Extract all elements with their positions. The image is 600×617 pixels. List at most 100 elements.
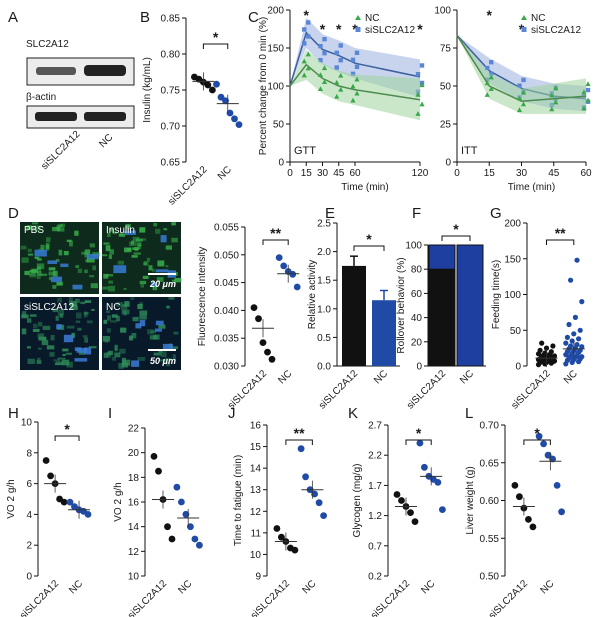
y-tick-label: 2.0 xyxy=(317,247,331,258)
micro-fiber xyxy=(158,324,166,329)
data-point xyxy=(350,83,356,89)
micro-fiber xyxy=(107,232,111,238)
micro-fiber xyxy=(173,331,179,335)
micro-fiber xyxy=(52,227,60,232)
panel-letter-f: F xyxy=(412,205,421,222)
x-tick-label: 15 xyxy=(484,168,496,179)
micro-fiber xyxy=(112,231,118,235)
micro-nucleus xyxy=(113,265,127,274)
micro-fiber xyxy=(20,245,27,250)
data-point xyxy=(553,482,561,489)
chart-tag: GTT xyxy=(294,145,316,157)
micro-fiber xyxy=(65,352,72,355)
micro-fiber xyxy=(30,314,37,317)
data-point xyxy=(321,65,328,71)
micro-fiber xyxy=(155,228,161,234)
legend-marker-nc xyxy=(355,15,361,20)
micro-fiber xyxy=(108,285,116,292)
y-tick-label: 0.85 xyxy=(161,14,181,25)
micro-fiber xyxy=(103,319,108,324)
micro-fiber xyxy=(26,226,30,230)
y-tick-label: 0.0 xyxy=(317,362,331,373)
data-point xyxy=(47,472,54,480)
micro-fiber xyxy=(27,358,35,364)
micro-fiber xyxy=(86,258,95,263)
y-tick-label: 18 xyxy=(128,473,140,484)
micro-label-pbs: PBS xyxy=(24,225,44,236)
ci-band xyxy=(457,35,586,114)
data-point xyxy=(529,523,537,531)
mean-curve xyxy=(289,63,421,101)
micro-fiber xyxy=(132,236,140,242)
significance-star: * xyxy=(453,221,459,237)
micro-fiber xyxy=(121,309,130,315)
y-tick-label: 10 xyxy=(21,418,33,429)
micro-fiber xyxy=(119,348,126,354)
micro-fiber xyxy=(108,254,112,259)
data-point xyxy=(415,91,421,97)
x-tick-label: 60 xyxy=(349,168,361,179)
x-category-label: NC xyxy=(419,578,437,596)
micro-label-si: siSLC2A12 xyxy=(24,302,74,313)
micro-fiber xyxy=(26,225,32,230)
y-tick-label: 0.035 xyxy=(214,334,239,345)
y-tick-label: 16 xyxy=(128,498,140,509)
y-tick-label: 1.0 xyxy=(317,304,331,315)
significance-star: * xyxy=(487,7,493,23)
panel-letter-g: G xyxy=(490,205,502,222)
data-point xyxy=(315,499,323,507)
bar xyxy=(342,265,366,366)
x-category-label: NC xyxy=(562,368,580,386)
legend-label-nc: NC xyxy=(531,13,545,24)
data-point xyxy=(516,493,523,501)
data-point xyxy=(537,347,543,353)
y-axis-title: Fluorescence intensity xyxy=(197,247,208,347)
micro-label-nc: NC xyxy=(106,302,120,313)
data-point xyxy=(264,348,271,356)
y-tick-label: 0.80 xyxy=(161,50,181,61)
micro-fiber xyxy=(29,269,36,276)
micro-fiber xyxy=(85,259,89,263)
y-tick-label: 100 xyxy=(434,6,451,17)
y-tick-label: 0.70 xyxy=(480,421,500,432)
significance-bracket xyxy=(546,239,575,245)
significance-bracket xyxy=(202,43,229,49)
micro-nucleus xyxy=(51,276,62,283)
significance-bracket xyxy=(262,239,289,245)
micro-nucleus xyxy=(131,360,140,367)
data-point xyxy=(568,277,574,283)
micro-fiber xyxy=(116,302,123,307)
micro-fiber xyxy=(130,297,135,300)
data-point xyxy=(302,473,309,481)
data-point xyxy=(516,95,523,101)
micro-fiber xyxy=(111,314,118,318)
micro-nucleus xyxy=(86,254,99,260)
data-point xyxy=(415,111,421,116)
y-tick-label: 12 xyxy=(128,547,140,558)
micro-fiber xyxy=(107,315,111,321)
micro-fiber xyxy=(137,242,142,247)
micro-fiber xyxy=(134,247,138,251)
micro-fiber xyxy=(74,230,79,236)
micro-fiber xyxy=(131,333,137,339)
x-category-label: siSLC2A12 xyxy=(18,578,61,617)
micro-fiber xyxy=(89,275,95,278)
micro-nucleus xyxy=(160,235,167,243)
data-point xyxy=(306,20,311,25)
data-point xyxy=(549,455,556,463)
data-point xyxy=(568,343,574,349)
data-point xyxy=(84,511,92,518)
x-category-label: siSLC2A12 xyxy=(405,368,448,411)
micro-fiber xyxy=(137,244,142,250)
micrographs: PBS Insulin siSLC2A12 NC 20 μm 50 μm xyxy=(20,222,182,370)
micro-fiber xyxy=(57,227,65,232)
micro-fiber xyxy=(69,301,77,306)
data-point xyxy=(273,525,281,532)
data-point xyxy=(301,72,307,78)
stack-segment-black xyxy=(428,268,456,367)
x-category-label: siSLC2A12 xyxy=(249,578,292,617)
y-tick-label: 25 xyxy=(440,120,452,131)
micro-nucleus xyxy=(47,260,57,264)
